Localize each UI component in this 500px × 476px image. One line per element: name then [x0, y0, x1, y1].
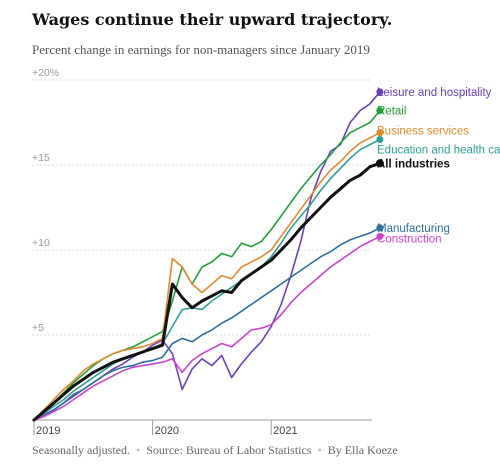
series-line-leisure-and-hospitality: [33, 91, 381, 421]
series-line-retail: [33, 109, 381, 421]
chart-title: Wages continue their upward trajectory.: [32, 10, 393, 29]
series-lines: [32, 88, 384, 422]
x-tick-label: 2019: [36, 425, 60, 437]
series-endpoint-all-industries: [375, 159, 384, 168]
series-label-education-and-health-care: Education and health care: [377, 145, 500, 157]
series-line-education-and-health-care: [33, 138, 381, 421]
y-tick-label: +5: [32, 322, 44, 334]
y-tick-label: +15: [32, 152, 50, 164]
footer-byline: By Ella Koeze: [327, 443, 398, 457]
series-line-manufacturing: [33, 227, 381, 421]
series-endpoint-leisure-and-hospitality: [376, 88, 384, 96]
series-label-manufacturing: Manufacturing: [377, 223, 450, 235]
x-tick-label: 2021: [273, 425, 297, 437]
series-endpoint-construction: [376, 232, 384, 240]
chart-subtitle: Percent change in earnings for non-manag…: [32, 42, 370, 57]
series-label-all-industries: All industries: [377, 158, 450, 170]
footer-source: Source: Bureau of Labor Statistics: [146, 443, 312, 457]
series-label-retail: Retail: [377, 106, 406, 118]
series-label-business-services: Business services: [377, 126, 469, 138]
series-label-leisure-and-hospitality: Leisure and hospitality: [377, 87, 492, 99]
series-endpoint-retail: [376, 107, 384, 115]
series-label-construction: Construction: [377, 233, 442, 245]
series-endpoint-business-services: [376, 129, 384, 137]
series-line-business-services: [33, 131, 381, 421]
series-line-all-industries: [32, 161, 382, 422]
chart-footer: Seasonally adjusted. • Source: Bureau of L…: [32, 443, 398, 457]
x-tick-label: 2020: [155, 425, 179, 437]
y-axis-labels: +20% +15 +10 +5: [32, 67, 59, 334]
y-tick-label: +20%: [32, 67, 59, 79]
x-axis: 2019 2020 2021: [32, 419, 372, 437]
series-endpoint-manufacturing: [376, 224, 384, 232]
series-line-construction: [33, 235, 381, 421]
footer-note: Seasonally adjusted.: [32, 443, 130, 457]
series-labels: Leisure and hospitality Retail Business se…: [377, 87, 500, 245]
y-tick-label: +10: [32, 237, 50, 249]
series-endpoint-education-and-health-care: [376, 136, 384, 143]
